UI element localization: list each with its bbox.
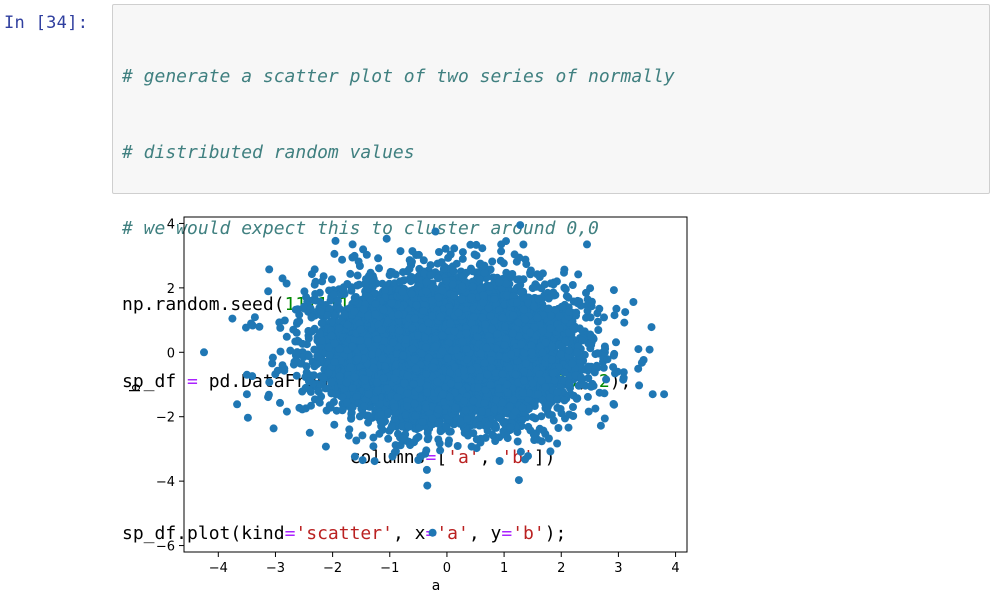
scatter-point	[466, 240, 475, 249]
cell-output: −4 −3 −2 −1 0 1 2 3 4 4 2 0 −2 −4 −6 a b	[0, 200, 996, 596]
scatter-point	[531, 414, 540, 423]
scatter-point	[358, 456, 367, 465]
scatter-points	[200, 221, 669, 537]
scatter-point	[568, 281, 577, 289]
scatter-point	[353, 281, 362, 290]
scatter-point	[293, 319, 301, 328]
scatter-point	[467, 442, 476, 451]
scatter-point	[375, 429, 384, 438]
scatter-point	[610, 311, 619, 320]
code-line-3: # we would expect this to cluster around…	[122, 218, 599, 240]
scatter-point	[374, 254, 383, 263]
scatter-point	[499, 259, 508, 268]
scatter-point	[406, 441, 415, 450]
scatter-point	[574, 270, 583, 279]
scatter-point	[282, 332, 291, 341]
scatter-point	[446, 250, 455, 259]
code-line-6: columns=['a', 'b'])	[122, 446, 556, 468]
scatter-point	[358, 431, 367, 440]
scatter-point	[647, 323, 656, 332]
scatter-point	[472, 240, 481, 249]
scatter-point	[435, 439, 444, 448]
scatter-point	[362, 250, 371, 259]
scatter-point	[629, 298, 638, 306]
code-line-2: # distributed random values	[122, 142, 415, 164]
code-cell-input[interactable]: # generate a scatter plot of two series …	[112, 4, 990, 544]
scatter-point	[569, 403, 577, 411]
scatter-point	[370, 457, 379, 466]
scatter-point	[564, 423, 573, 432]
scatter-point	[519, 240, 528, 249]
scatter-point	[497, 247, 506, 256]
scatter-point	[268, 359, 277, 368]
scatter-point	[315, 398, 324, 407]
scatter-point	[265, 265, 274, 274]
scatter-point	[423, 481, 432, 490]
scatter-point	[619, 368, 628, 377]
scatter-point	[321, 442, 330, 451]
scatter-point	[478, 244, 487, 253]
scatter-point	[330, 249, 339, 258]
scatter-point	[369, 433, 378, 442]
scatter-point	[582, 288, 590, 297]
scatter-point	[330, 420, 339, 429]
scatter-point	[286, 346, 295, 355]
code-line-7: sp_df.plot(kind='scatter', x='a', y='b')…	[122, 523, 567, 545]
code-line-1: # generate a scatter plot of two series …	[122, 65, 675, 87]
scatter-point	[620, 318, 629, 327]
scatter-point	[584, 374, 593, 383]
scatter-point	[268, 353, 277, 362]
scatter-point	[353, 271, 362, 280]
scatter-point	[275, 318, 284, 327]
scatter-point	[396, 247, 405, 256]
scatter-point	[436, 446, 445, 455]
scatter-point	[600, 414, 609, 423]
scatter-point	[619, 375, 628, 384]
scatter-point	[600, 313, 608, 322]
cell-prompt: In [34]:	[4, 13, 89, 33]
scatter-point	[396, 441, 405, 450]
scatter-point	[250, 313, 259, 322]
scatter-point	[611, 369, 619, 378]
scatter-point	[327, 275, 336, 284]
scatter-point	[516, 447, 525, 456]
scatter-point	[375, 264, 383, 273]
scatter-point	[591, 404, 600, 413]
scatter-point	[345, 425, 354, 434]
scatter-point	[593, 317, 602, 326]
scatter-point	[228, 314, 237, 323]
scatter-plot: −4 −3 −2 −1 0 1 2 3 4 420−2−4−6 a b	[128, 216, 688, 594]
scatter-point	[435, 248, 443, 256]
